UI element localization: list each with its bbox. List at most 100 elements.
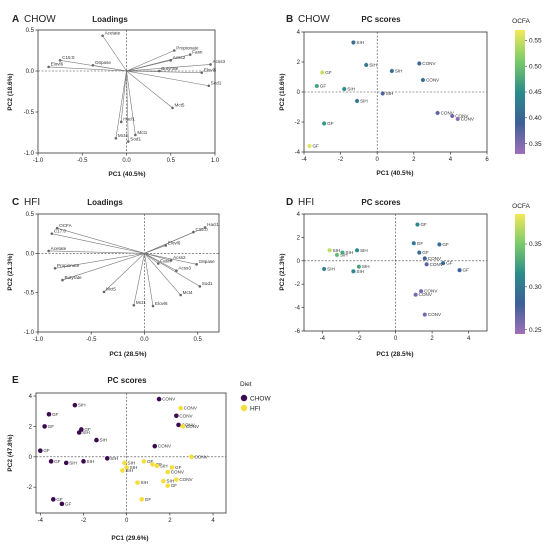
colorbar-tick-label-d: 0.25 xyxy=(529,327,542,334)
loading-vector-a xyxy=(126,50,175,72)
loading-vector-a xyxy=(126,70,136,136)
score-point-chow xyxy=(59,501,65,507)
colorbar-title-d: OCFA xyxy=(512,203,530,210)
panel-name-a: CHOW xyxy=(24,14,56,25)
score-point-label-chow: SIH xyxy=(82,430,90,435)
colorbar-tick-label-b: 0.45 xyxy=(529,89,542,96)
score-point-chow xyxy=(38,448,43,454)
score-point-d xyxy=(457,267,462,273)
score-point-label-b: GF xyxy=(327,121,334,126)
score-point-chow xyxy=(176,422,181,428)
loading-point-c xyxy=(102,290,106,294)
score-point-d xyxy=(437,242,442,247)
x-ticks-a: -1.0 -0.5 0.0 0.5 1.0 xyxy=(33,153,220,164)
colorbar-gradient-b xyxy=(515,30,525,154)
score-point-chow xyxy=(174,413,179,419)
score-point-label-d: CONV xyxy=(430,262,444,267)
loading-label-a: Elovl6 xyxy=(51,62,64,67)
loading-label-a: G6pase xyxy=(95,60,112,65)
score-point-hfi xyxy=(120,468,125,473)
colorbar-tick-label-b: 0.55 xyxy=(529,38,542,45)
score-point-label-chow: CONV xyxy=(179,413,193,418)
score-point-d xyxy=(424,261,429,267)
score-point-label-b: GF xyxy=(320,84,327,89)
x-tick-label-d: 2 xyxy=(430,336,434,342)
score-point-label-d: GF xyxy=(446,261,453,266)
panel-header-b: B CHOW xyxy=(286,14,330,25)
score-point-label-hfi: GF xyxy=(145,497,152,502)
y-tick-label-b: -4 xyxy=(295,150,301,156)
y-axis-label-a: PC2 (18.6%) xyxy=(7,73,14,110)
score-point-label-hfi: SIH xyxy=(140,480,148,485)
loading-vector-c xyxy=(144,253,197,265)
score-point-label-b: SIH xyxy=(386,91,394,96)
panel-name-b: CHOW xyxy=(298,14,330,25)
score-point-hfi xyxy=(174,477,179,482)
score-point-chow xyxy=(48,459,54,464)
loading-label-a: Sod1 xyxy=(130,136,141,141)
score-point-chow xyxy=(76,430,82,435)
y-tick-label-c: 0.5 xyxy=(26,212,35,218)
score-point-d xyxy=(334,252,340,258)
score-point-b xyxy=(341,86,347,92)
loading-point-c xyxy=(47,249,50,253)
loading-label-a: Acetate xyxy=(105,31,121,36)
loading-label-c: G6pase xyxy=(199,259,216,264)
score-point-label-d: SIH xyxy=(333,248,341,253)
legend-title-e: Diet xyxy=(240,381,252,388)
loading-label-c: Acss2 xyxy=(173,255,186,260)
x-tick-label-b: -4 xyxy=(301,157,307,163)
score-point-label-b: SIH xyxy=(369,63,377,68)
loading-vector-a xyxy=(120,70,127,122)
y-tick-label-a: -1.0 xyxy=(24,151,35,157)
y-tick-label-a: 0.5 xyxy=(26,28,35,34)
loading-point-a xyxy=(119,120,123,124)
score-point-label-d: CONV xyxy=(419,292,433,297)
colorbar-title-b: OCFA xyxy=(512,18,530,25)
loading-label-c: Elovl6 xyxy=(168,240,181,245)
colorbar-b: OCFA 0.55 0.50 0.45 0.40 0.35 xyxy=(512,18,542,154)
score-point-hfi xyxy=(124,465,129,470)
zero-lines-d xyxy=(304,214,487,331)
legend-e: Diet CHOW HFI xyxy=(240,381,271,413)
loading-label-c: Mct4 xyxy=(183,290,193,295)
score-point-label-chow: SIH xyxy=(110,456,118,461)
legend-swatch-hfi xyxy=(240,404,248,412)
x-tick-label-a: -1.0 xyxy=(33,158,44,164)
score-point-label-chow: GF xyxy=(56,497,63,502)
loading-label-c: Mct1 xyxy=(136,300,146,305)
loading-point-c xyxy=(169,259,173,262)
score-point-label-d: GF xyxy=(417,241,424,246)
colorbar-d: OCFA 0.35 0.30 0.25 xyxy=(512,203,542,334)
loading-label-a: C15:0 xyxy=(62,55,75,60)
score-point-d xyxy=(351,268,356,274)
score-point-chow xyxy=(152,443,158,449)
x-tick-label-b: 2 xyxy=(412,157,416,163)
score-point-label-hfi: CONV xyxy=(194,454,208,459)
score-point-label-chow: GF xyxy=(52,412,59,417)
loading-point-a xyxy=(134,133,137,137)
x-axis-label-a: PC1 (40.5%) xyxy=(108,171,145,178)
score-point-hfi xyxy=(165,483,171,488)
y-tick-label-b: 2 xyxy=(297,60,301,66)
score-point-label-hfi: GF xyxy=(147,459,154,464)
score-point-hfi xyxy=(141,459,147,464)
score-point-chow xyxy=(104,456,110,461)
loading-point-c xyxy=(179,293,182,297)
colorbar-tick-label-b: 0.50 xyxy=(529,63,542,70)
score-point-label-chow: GF xyxy=(48,424,55,429)
x-tick-label-d: 4 xyxy=(467,336,471,342)
loading-label-c: Butyrate xyxy=(64,275,82,280)
score-point-chow xyxy=(72,402,78,408)
x-tick-label-a: 0.0 xyxy=(122,158,131,164)
y-tick-label-d: -6 xyxy=(295,329,301,335)
score-point-label-d: SIH xyxy=(360,248,368,253)
score-point-label-d: GF xyxy=(422,250,429,255)
panel-letter-b: B xyxy=(286,14,293,25)
score-point-label-chow: SIH xyxy=(87,459,95,464)
x-tick-label-d: 0 xyxy=(394,336,398,342)
loading-vector-c xyxy=(62,253,145,281)
score-point-d xyxy=(327,247,332,253)
score-point-d xyxy=(440,260,446,266)
y-tick-label-d: 2 xyxy=(297,235,301,241)
